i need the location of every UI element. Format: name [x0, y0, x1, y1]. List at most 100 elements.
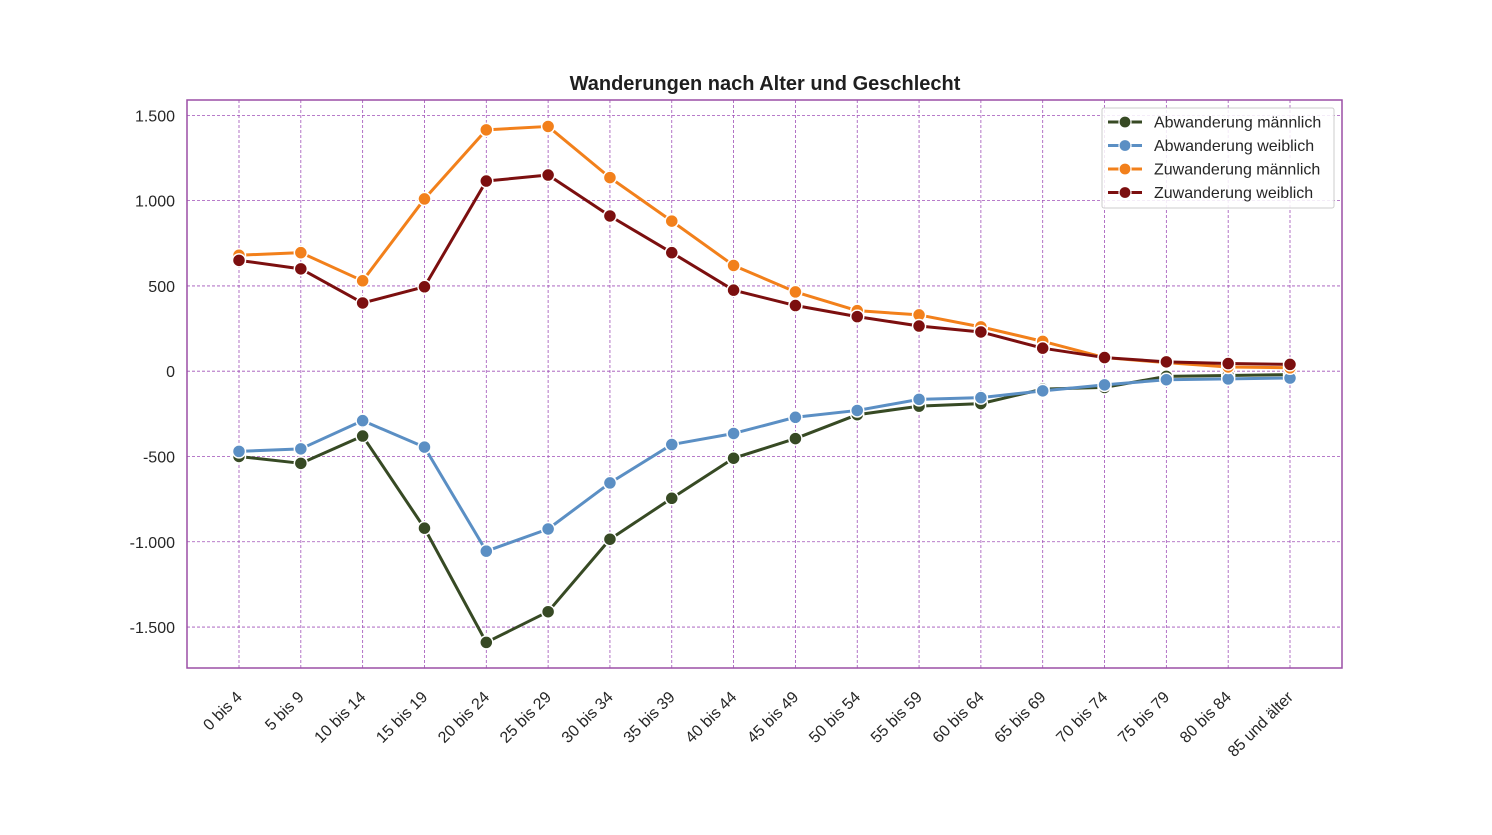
data-point: [788, 298, 803, 313]
x-tick-label: 85 und älter: [1225, 688, 1297, 760]
data-point: [726, 258, 741, 273]
data-point: [1159, 354, 1174, 370]
data-point: [1097, 377, 1112, 393]
series-line: [238, 373, 1291, 644]
data-point: [293, 456, 309, 471]
legend-label: Zuwanderung weiblich: [1154, 185, 1313, 202]
data-point: [540, 119, 556, 134]
data-point: [1035, 340, 1050, 356]
series-group: [231, 119, 1298, 650]
legend-box: [1101, 107, 1335, 209]
data-point: [355, 413, 370, 428]
legend-label: Abwanderung männlich: [1154, 115, 1321, 132]
data-point: [911, 318, 927, 334]
legend-label: Abwanderung weiblich: [1154, 138, 1314, 155]
data-point: [1282, 357, 1298, 372]
data-point: [849, 403, 865, 418]
data-point: [355, 428, 370, 444]
data-point: [1220, 356, 1236, 371]
series-line: [238, 376, 1291, 553]
plot-frame: [186, 99, 1343, 669]
data-point: [726, 450, 741, 466]
data-point: [1159, 372, 1174, 387]
data-point: [417, 439, 432, 455]
legend-item: Zuwanderung weiblich: [1108, 185, 1313, 202]
data-point: [664, 245, 680, 260]
x-tick-label: 35 bis 39: [621, 689, 679, 747]
data-point: [417, 279, 432, 295]
x-tick-label: 5 bis 9: [262, 689, 307, 734]
y-tick-label: -500: [143, 449, 175, 466]
legend-label: Zuwanderung männlich: [1154, 162, 1320, 179]
data-point: [479, 543, 494, 559]
data-point: [540, 167, 556, 183]
x-tick-label: 80 bis 84: [1177, 689, 1235, 747]
data-point: [355, 295, 370, 311]
data-point: [849, 309, 865, 324]
x-tick-label: 55 bis 59: [868, 689, 926, 747]
data-point: [293, 245, 309, 260]
data-point: [602, 531, 618, 547]
series-4: [231, 167, 1298, 372]
y-tick-label: -1.000: [130, 535, 175, 552]
data-point: [479, 635, 494, 650]
legend: Abwanderung männlich Abwanderung weiblich…: [1101, 107, 1335, 209]
data-point: [417, 520, 432, 536]
series-2: [231, 370, 1298, 559]
data-point: [479, 122, 494, 138]
data-point: [1035, 383, 1050, 399]
x-tick-label: 0 bis 4: [200, 689, 245, 734]
data-point: [540, 521, 556, 537]
x-tick-label: 75 bis 79: [1115, 689, 1173, 747]
data-point: [788, 410, 803, 425]
legend-marker: [1118, 162, 1132, 176]
data-point: [479, 173, 494, 189]
legend-item: Abwanderung weiblich: [1108, 138, 1314, 155]
chart-title: Wanderungen nach Alter und Geschlecht: [570, 73, 961, 95]
data-point: [540, 604, 556, 619]
x-tick-label: 50 bis 54: [806, 689, 864, 747]
x-tick-label: 25 bis 29: [497, 689, 555, 747]
x-tick-label: 20 bis 24: [435, 689, 493, 747]
data-point: [293, 441, 309, 457]
data-point: [355, 273, 370, 289]
data-point: [1220, 371, 1236, 387]
data-point: [231, 253, 247, 268]
data-point: [664, 491, 680, 506]
x-tick-label: 65 bis 69: [992, 689, 1050, 747]
data-point: [293, 261, 309, 277]
x-tick-label: 40 bis 44: [682, 689, 740, 747]
x-tick-label: 45 bis 49: [744, 689, 802, 747]
grid: [187, 100, 1342, 668]
legend-marker: [1118, 138, 1132, 153]
y-tick-label: 500: [148, 279, 175, 296]
data-point: [726, 426, 741, 441]
x-tick-label: 70 bis 74: [1053, 689, 1111, 747]
data-point: [911, 392, 927, 407]
series-1: [231, 367, 1298, 650]
data-point: [231, 444, 247, 459]
data-point: [417, 191, 432, 207]
x-tick-label: 60 bis 64: [930, 689, 988, 747]
data-point: [726, 282, 741, 298]
data-point: [788, 431, 803, 446]
data-point: [973, 390, 989, 405]
y-tick-label: 0: [166, 364, 175, 381]
data-point: [602, 170, 618, 185]
series-line: [238, 173, 1291, 366]
legend-marker: [1118, 185, 1132, 200]
y-tick-label: 1.000: [135, 194, 175, 211]
legend-item: Abwanderung männlich: [1108, 115, 1321, 132]
data-point: [602, 208, 618, 224]
data-point: [664, 213, 680, 229]
data-point: [973, 324, 989, 340]
x-tick-label: 15 bis 19: [373, 689, 431, 747]
data-point: [602, 475, 618, 491]
data-point: [664, 437, 680, 452]
x-tick-label: 30 bis 34: [559, 689, 617, 747]
legend-marker: [1118, 115, 1132, 129]
x-tick-label: 10 bis 14: [312, 689, 370, 747]
legend-item: Zuwanderung männlich: [1108, 162, 1320, 179]
y-tick-label: -1.500: [130, 620, 175, 637]
